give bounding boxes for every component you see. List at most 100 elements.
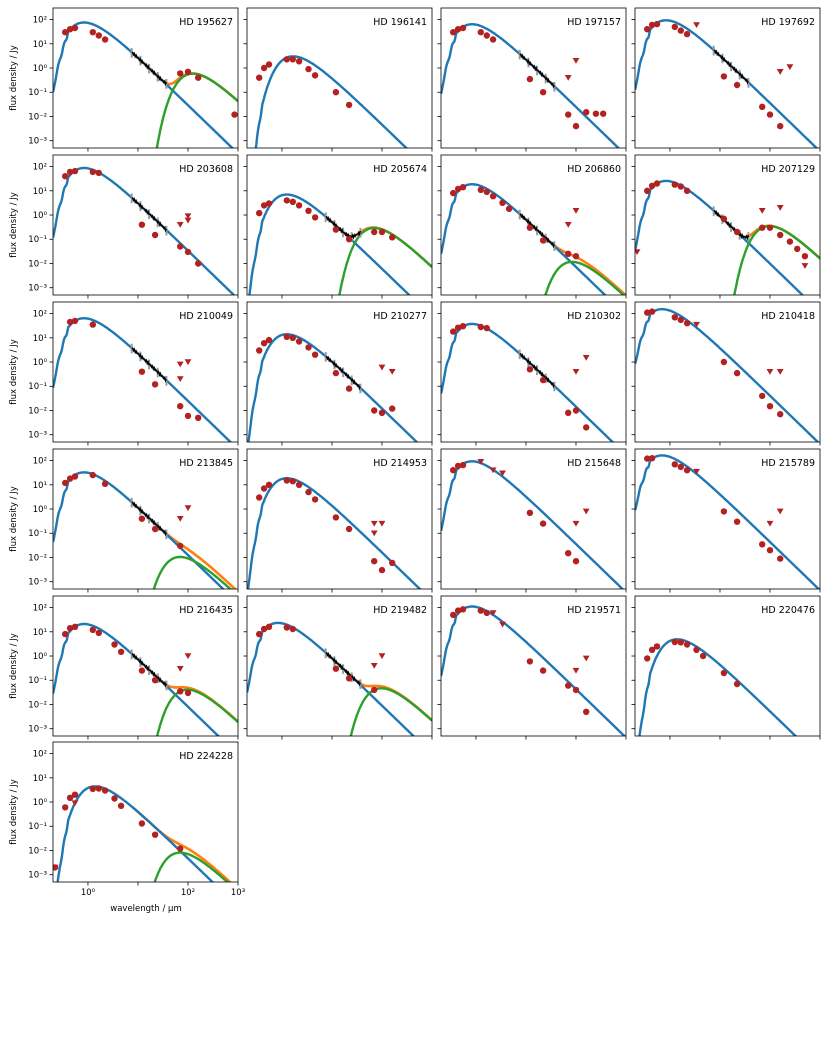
photosphere-model-curve xyxy=(247,621,416,736)
photometry-point xyxy=(572,253,580,260)
photometry-point xyxy=(71,317,79,325)
y-tick-label: 10¹ xyxy=(33,628,47,638)
photometry-point xyxy=(450,611,457,619)
photometry-point xyxy=(371,558,378,565)
photometry-point xyxy=(311,72,319,79)
plot-area xyxy=(254,55,408,148)
photosphere-model-curve xyxy=(53,317,233,442)
photometry-point xyxy=(283,333,290,340)
panel-frame xyxy=(634,301,821,443)
photometry-point xyxy=(66,26,74,33)
y-axis-label: flux density / Jy xyxy=(9,45,19,110)
photosphere-model-curve xyxy=(441,460,625,589)
photometry-point xyxy=(289,625,296,633)
photometry-point xyxy=(777,555,784,562)
ir-spectrum xyxy=(131,197,168,233)
photosphere-model-curve xyxy=(635,454,820,589)
panel-frame xyxy=(440,448,627,590)
photosphere-model-curve xyxy=(56,785,215,882)
photometry-point xyxy=(648,21,656,29)
photometry-point xyxy=(483,32,490,39)
plot-area xyxy=(441,458,625,589)
panel-frame xyxy=(440,7,627,149)
photometry-point xyxy=(539,89,547,96)
photometry-point xyxy=(459,323,467,330)
photometry-point xyxy=(759,541,766,548)
star-name-label: HD 216435 xyxy=(179,605,233,616)
photometry-point xyxy=(683,641,691,648)
photometry-point xyxy=(151,381,159,388)
panel-frame xyxy=(52,741,239,883)
photometry-point xyxy=(345,385,353,392)
photometry-point xyxy=(89,321,97,328)
photometry-point xyxy=(565,409,572,416)
sed-panel: HD 197157 xyxy=(437,7,627,152)
star-name-label: HD 210418 xyxy=(761,311,815,322)
ir-spectrum xyxy=(519,353,556,389)
photometry-point xyxy=(459,24,467,32)
photometry-point xyxy=(766,111,774,118)
photometry-point xyxy=(138,515,146,522)
star-name-label: HD 195627 xyxy=(179,17,233,28)
photometry-point xyxy=(565,111,572,118)
y-tick-label: 10² xyxy=(33,457,47,467)
upper-limit-marker xyxy=(776,69,784,75)
y-tick-label: 10⁻² xyxy=(28,259,47,269)
photometry-point xyxy=(332,226,340,233)
photometry-point xyxy=(256,347,263,354)
photometry-point xyxy=(61,29,69,36)
photometry-point xyxy=(489,36,497,43)
panel-frame xyxy=(440,301,627,443)
ir-spectrum xyxy=(131,653,168,688)
y-tick-label: 10¹ xyxy=(33,334,47,344)
photometry-point xyxy=(720,508,728,515)
photometry-point xyxy=(345,236,353,243)
y-tick-label: 10² xyxy=(33,604,47,614)
photometry-point xyxy=(231,111,238,118)
upper-limit-marker xyxy=(693,22,700,28)
photometry-point xyxy=(177,688,184,695)
photometry-point xyxy=(693,646,700,653)
y-tick-label: 10⁰ xyxy=(33,358,48,368)
photometry-point xyxy=(260,64,268,72)
photometry-point xyxy=(759,103,766,111)
photometry-point xyxy=(177,542,184,550)
photometry-point xyxy=(295,202,303,209)
x-tick-label: 10³ xyxy=(231,888,245,898)
photometry-point xyxy=(499,199,506,206)
upper-limit-marker xyxy=(572,667,580,674)
photometry-point xyxy=(371,407,378,414)
sed-panel: HD 210277 xyxy=(243,301,433,446)
photometry-point xyxy=(671,23,678,31)
star-name-label: HD 197157 xyxy=(567,17,621,28)
photometry-point xyxy=(450,467,457,474)
photometry-point xyxy=(794,245,801,253)
photometry-point xyxy=(454,462,462,470)
photometry-point xyxy=(311,214,319,221)
plot-area xyxy=(53,471,237,589)
photometry-point xyxy=(801,253,809,260)
plot-area xyxy=(638,638,798,736)
y-tick-label: 10⁻¹ xyxy=(28,529,47,539)
photometry-point xyxy=(184,689,192,697)
y-tick-label: 10⁻³ xyxy=(28,725,47,735)
photometry-point xyxy=(683,467,691,474)
photometry-point xyxy=(101,480,109,487)
photosphere-model-curve xyxy=(441,605,626,736)
y-tick-label: 10⁰ xyxy=(33,505,48,515)
star-name-label: HD 210277 xyxy=(373,311,427,322)
total-model-curve xyxy=(714,211,820,260)
photometry-point xyxy=(526,224,534,231)
upper-limit-marker xyxy=(176,221,184,228)
photometry-point xyxy=(653,20,661,28)
photometry-point xyxy=(759,224,766,231)
ir-spectrum xyxy=(519,53,556,89)
photometry-point xyxy=(305,488,312,496)
photometry-point xyxy=(66,475,74,482)
photometry-point xyxy=(89,785,97,792)
photometry-point xyxy=(777,411,784,418)
upper-limit-marker xyxy=(184,653,192,660)
plot-area xyxy=(247,333,419,442)
panel-frame xyxy=(246,595,433,737)
photosphere-model-curve xyxy=(441,183,607,295)
